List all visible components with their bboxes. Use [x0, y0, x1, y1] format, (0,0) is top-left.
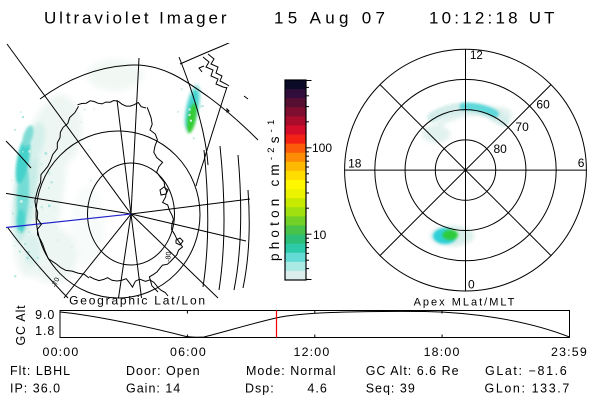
- svg-text:1.8: 1.8: [35, 324, 55, 338]
- svg-text:4.6: 4.6: [307, 381, 327, 395]
- svg-text:Flt: LBHL: Flt: LBHL: [10, 364, 71, 378]
- svg-text:photon cm-2s-1: photon cm-2s-1: [266, 115, 282, 261]
- svg-text:0: 0: [468, 278, 475, 292]
- svg-text:GLat: −81.6: GLat: −81.6: [485, 364, 568, 378]
- svg-text:60: 60: [536, 97, 550, 111]
- svg-text:Geographic Lat/Lon: Geographic Lat/Lon: [69, 294, 207, 308]
- svg-text:10:12:18 UT: 10:12:18 UT: [429, 9, 558, 28]
- svg-text:12:00: 12:00: [293, 345, 330, 359]
- svg-text:23:59: 23:59: [551, 345, 588, 359]
- svg-text:100: 100: [312, 141, 332, 155]
- svg-text:GC Alt: GC Alt: [14, 305, 28, 346]
- svg-text:15 Aug 07: 15 Aug 07: [274, 9, 389, 28]
- svg-text:Gain: 14: Gain: 14: [126, 381, 181, 395]
- svg-text:Mode: Normal: Mode: Normal: [246, 364, 337, 378]
- svg-text:-70: -70: [51, 277, 61, 289]
- svg-text:80: 80: [494, 142, 508, 156]
- svg-text:Ultraviolet Imager: Ultraviolet Imager: [44, 9, 229, 28]
- svg-text:-80: -80: [165, 251, 173, 262]
- svg-text:70: 70: [515, 120, 529, 134]
- svg-text:00:00: 00:00: [42, 345, 79, 359]
- svg-text:Door: Open: Door: Open: [126, 364, 201, 378]
- svg-text:IP: 36.0: IP: 36.0: [10, 381, 61, 395]
- svg-text:Dsp:: Dsp:: [245, 381, 275, 395]
- svg-text:Apex MLat/MLT: Apex MLat/MLT: [414, 297, 517, 309]
- svg-text:06:00: 06:00: [170, 345, 207, 359]
- svg-text:18:00: 18:00: [424, 345, 461, 359]
- svg-text:12: 12: [470, 50, 483, 62]
- svg-text:GC Alt: 6.6 Re: GC Alt: 6.6 Re: [366, 364, 460, 378]
- svg-text:6: 6: [578, 156, 585, 170]
- svg-text:18: 18: [348, 157, 362, 171]
- svg-text:9.0: 9.0: [35, 308, 55, 322]
- svg-text:10: 10: [313, 228, 327, 242]
- svg-text:GLon: 133.7: GLon: 133.7: [485, 381, 571, 395]
- svg-text:Seq: 39: Seq: 39: [366, 381, 416, 395]
